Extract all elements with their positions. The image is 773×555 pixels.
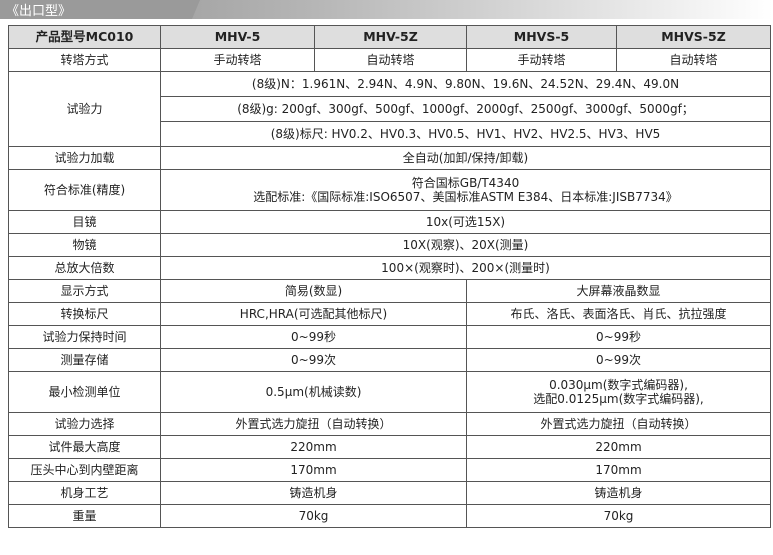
cell: (8级)g: 200gf、300gf、500gf、1000gf、2000gf、2… — [160, 96, 771, 122]
cell: 0~99次 — [160, 348, 467, 372]
table-row: 压头中心到内壁距离 170mm 170mm — [8, 458, 771, 482]
row-label: 物镜 — [8, 233, 161, 257]
cell: 0~99秒 — [160, 325, 467, 349]
row-label: 试验力加载 — [8, 146, 161, 170]
table-row: 机身工艺 铸造机身 铸造机身 — [8, 481, 771, 505]
table-row: 转塔方式 手动转塔 自动转塔 手动转塔 自动转塔 — [8, 48, 771, 72]
header-cell: MHV-5Z — [314, 25, 467, 49]
table-row: 目镜 10x(可选15X) — [8, 210, 771, 234]
text-line: 选配0.0125μm(数字式编码器), — [533, 392, 704, 406]
table-row: 最小检测单位 0.5μm(机械读数) 0.030μm(数字式编码器), 选配0.0… — [8, 371, 771, 413]
cell: 外置式选力旋扭（自动转换） — [466, 412, 771, 436]
row-label: 试验力 — [8, 71, 161, 147]
cell: 170mm — [160, 458, 467, 482]
row-label: 测量存储 — [8, 348, 161, 372]
cell: 0~99秒 — [466, 325, 771, 349]
cell: 70kg — [160, 504, 467, 528]
cell: 100×(观察时)、200×(测量时) — [160, 256, 771, 280]
cell: 10X(观察)、20X(测量) — [160, 233, 771, 257]
cell: 铸造机身 — [160, 481, 467, 505]
table-row: (8级)g: 200gf、300gf、500gf、1000gf、2000gf、2… — [9, 96, 771, 122]
table-row: 显示方式 简易(数显) 大屏幕液晶数显 — [8, 279, 771, 303]
row-label: 试验力选择 — [8, 412, 161, 436]
cell: 10x(可选15X) — [160, 210, 771, 234]
row-label: 试验力保持时间 — [8, 325, 161, 349]
table-row: (8级)标尺: HV0.2、HV0.3、HV0.5、HV1、HV2、HV2.5、… — [9, 121, 771, 147]
cell: 外置式选力旋扭（自动转换） — [160, 412, 467, 436]
table-row: 试件最大高度 220mm 220mm — [8, 435, 771, 459]
cell: 220mm — [160, 435, 467, 459]
cell: HRC,HRA(可选配其他标尺) — [160, 302, 467, 326]
header-cell: 产品型号MC010 — [8, 25, 161, 49]
table-row: 重量 70kg 70kg — [8, 504, 771, 528]
row-label: 机身工艺 — [8, 481, 161, 505]
table-row: 物镜 10X(观察)、20X(测量) — [8, 233, 771, 257]
cell: 简易(数显) — [160, 279, 467, 303]
section-title: 《出口型》 — [6, 4, 72, 19]
row-label: 试件最大高度 — [8, 435, 161, 459]
table-row: 转换标尺 HRC,HRA(可选配其他标尺) 布氏、洛氏、表面洛氏、肖氏、抗拉强度 — [8, 302, 771, 326]
row-label: 总放大倍数 — [8, 256, 161, 280]
cell: 0~99次 — [466, 348, 771, 372]
header-cell: MHVS-5Z — [616, 25, 771, 49]
cell: 大屏幕液晶数显 — [466, 279, 771, 303]
row-label: 目镜 — [8, 210, 161, 234]
table-row: 符合标准(精度) 符合国标GB/T4340 选配标准:《国际标准:ISO6507、… — [8, 169, 771, 211]
cell: (8级)N：1.961N、2.94N、4.9N、9.80N、19.6N、24.5… — [160, 71, 771, 97]
row-label: 重量 — [8, 504, 161, 528]
cell: 70kg — [466, 504, 771, 528]
table-row: 总放大倍数 100×(观察时)、200×(测量时) — [8, 256, 771, 280]
row-label: 压头中心到内壁距离 — [8, 458, 161, 482]
table-header: 产品型号MC010 MHV-5 MHV-5Z MHVS-5 MHVS-5Z — [8, 25, 771, 49]
cell: 170mm — [466, 458, 771, 482]
section-tag: 《出口型》 — [0, 0, 200, 19]
table-row: 测量存储 0~99次 0~99次 — [8, 348, 771, 372]
table-row: 试验力 (8级)N：1.961N、2.94N、4.9N、9.80N、19.6N、… — [8, 71, 771, 147]
header-cell: MHV-5 — [160, 25, 315, 49]
table-row: 试验力加载 全自动(加卸/保持/卸载) — [8, 146, 771, 170]
row-label: 显示方式 — [8, 279, 161, 303]
row-label: 符合标准(精度) — [8, 169, 161, 211]
cell: 手动转塔 — [466, 48, 617, 72]
cell: 0.5μm(机械读数) — [160, 371, 467, 413]
header-cell: MHVS-5 — [466, 25, 617, 49]
cell: 手动转塔 — [160, 48, 315, 72]
cell: 0.030μm(数字式编码器), 选配0.0125μm(数字式编码器), — [466, 371, 771, 413]
table-row: 试验力选择 外置式选力旋扭（自动转换） 外置式选力旋扭（自动转换） — [8, 412, 771, 436]
cell: 铸造机身 — [466, 481, 771, 505]
cell: 符合国标GB/T4340 选配标准:《国际标准:ISO6507、美国标准ASTM … — [160, 169, 771, 211]
cell: 全自动(加卸/保持/卸载) — [160, 146, 771, 170]
cell: 布氏、洛氏、表面洛氏、肖氏、抗拉强度 — [466, 302, 771, 326]
text-line: 符合国标GB/T4340 — [411, 176, 520, 190]
row-label: 转塔方式 — [8, 48, 161, 72]
spec-table: 产品型号MC010 MHV-5 MHV-5Z MHVS-5 MHVS-5Z 转塔… — [8, 25, 771, 528]
row-label: 最小检测单位 — [8, 371, 161, 413]
row-label: 转换标尺 — [8, 302, 161, 326]
cell: 220mm — [466, 435, 771, 459]
cell: 自动转塔 — [616, 48, 771, 72]
text-line: 选配标准:《国际标准:ISO6507、美国标准ASTM E384、日本标准:JI… — [253, 190, 678, 204]
table-row: 试验力保持时间 0~99秒 0~99秒 — [8, 325, 771, 349]
cell: (8级)标尺: HV0.2、HV0.3、HV0.5、HV1、HV2、HV2.5、… — [160, 121, 771, 147]
text-line: 0.030μm(数字式编码器), — [549, 378, 688, 392]
cell: 自动转塔 — [314, 48, 467, 72]
